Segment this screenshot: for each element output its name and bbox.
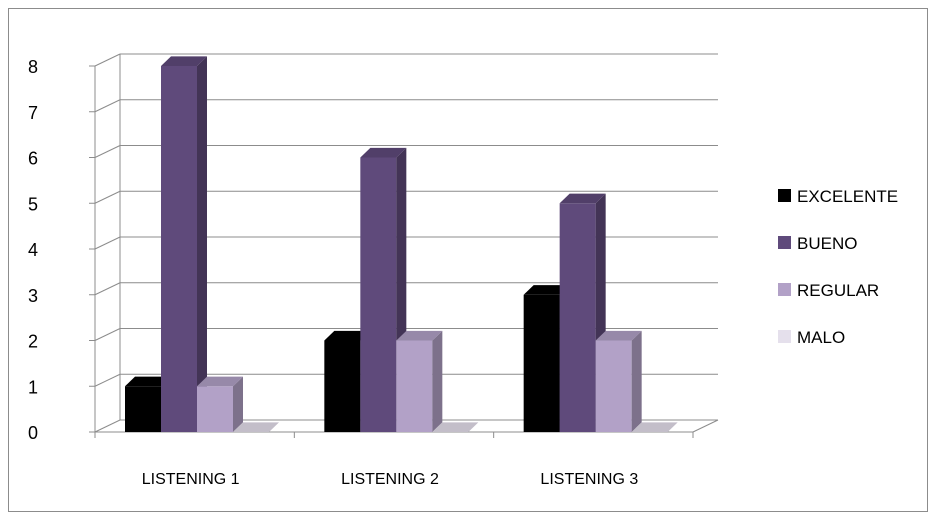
legend-swatch <box>778 330 791 343</box>
y-tick-label: 1 <box>28 377 38 397</box>
bar-front <box>324 340 361 432</box>
legend-label: REGULAR <box>797 281 879 300</box>
gridline-side <box>94 99 121 113</box>
gridline-side <box>94 236 121 250</box>
legend-swatch <box>778 236 791 249</box>
bar-top <box>161 56 207 66</box>
bar-front <box>360 157 397 432</box>
gridline-side <box>94 53 121 67</box>
bar-side <box>631 330 642 432</box>
y-tick-label: 2 <box>28 332 38 352</box>
bar <box>197 376 243 432</box>
gridline-side <box>94 190 121 204</box>
bar-side <box>432 330 443 432</box>
y-tick-label: 3 <box>28 286 38 306</box>
y-tick-label: 7 <box>28 103 38 123</box>
bar <box>396 330 443 432</box>
bar-top <box>559 193 606 204</box>
gridline-side <box>94 373 121 387</box>
bar-top <box>523 285 570 295</box>
legend: EXCELENTE BUENO REGULAR MALO <box>778 187 898 347</box>
y-tick-label: 8 <box>28 57 38 77</box>
bar-front <box>595 340 632 432</box>
y-tick-label: 5 <box>28 194 38 214</box>
y-tick-label: 6 <box>28 149 38 169</box>
legend-swatch <box>778 283 791 296</box>
bar-top <box>324 330 371 341</box>
bar <box>233 422 279 432</box>
bar-top <box>396 330 443 341</box>
bar-front <box>523 294 560 432</box>
x-tick-label: LISTENING 3 <box>540 471 638 488</box>
gridline-side <box>94 328 121 341</box>
legend-label: EXCELENTE <box>797 187 898 206</box>
bar-front <box>125 386 161 432</box>
bar-front <box>197 386 233 432</box>
bar-top <box>197 376 243 387</box>
x-tick-label: LISTENING 2 <box>341 471 439 488</box>
legend-swatch <box>778 189 791 202</box>
bars <box>125 56 678 433</box>
bar-front <box>559 203 596 432</box>
bar <box>631 422 678 432</box>
bar-top <box>233 422 279 432</box>
x-tick-label: LISTENING 1 <box>142 471 240 488</box>
y-tick-label: 0 <box>28 423 38 443</box>
bar <box>595 330 642 432</box>
y-tick-labels: 0 1 2 3 4 5 6 7 8 <box>28 57 38 443</box>
bar <box>125 376 171 432</box>
bar-side <box>197 56 207 433</box>
bar-side <box>233 376 243 432</box>
legend-label: MALO <box>797 328 845 347</box>
bar-top <box>595 330 642 341</box>
bar-top <box>432 422 479 432</box>
bar-top <box>125 376 171 387</box>
bar <box>161 56 207 433</box>
legend-label: BUENO <box>797 234 857 253</box>
bar-front <box>161 66 197 432</box>
bar-top <box>631 422 678 432</box>
x-tick-labels: LISTENING 1 LISTENING 2 LISTENING 3 <box>142 471 639 488</box>
y-tick-label: 4 <box>28 240 38 260</box>
gridline-side <box>94 145 121 158</box>
floor-right-edge <box>692 419 719 433</box>
gridline-side <box>94 282 121 296</box>
bar <box>432 422 479 432</box>
gridline-side <box>94 419 121 433</box>
bar-front <box>396 340 433 432</box>
bar-top <box>360 147 407 158</box>
